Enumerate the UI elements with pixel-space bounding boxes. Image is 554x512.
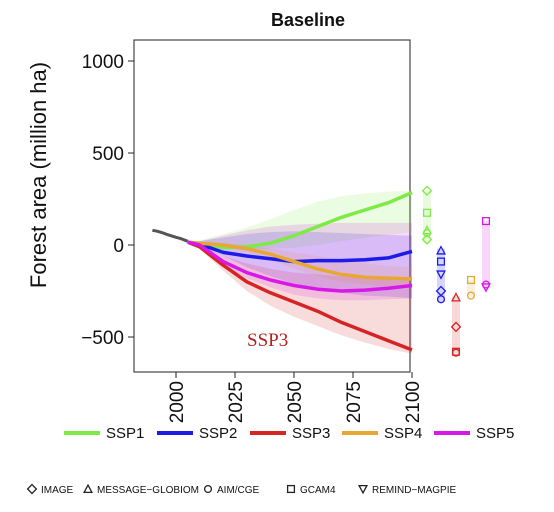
model-marker-square	[481, 217, 491, 226]
model-marker-triangle	[451, 292, 461, 302]
legend-label-ssp3: SSP3	[292, 425, 330, 442]
x-tick-label: 2075	[344, 381, 365, 423]
model-marker-triangle	[436, 245, 446, 255]
line-ssp3	[187, 240, 413, 352]
model-marker-triangle-down	[436, 270, 446, 280]
model-legend-label: IMAGE	[41, 485, 74, 496]
line-ssp1	[187, 190, 413, 250]
legend-symbol-diamond	[26, 483, 38, 495]
model-marker-triangle	[422, 225, 432, 235]
model-markers	[421, 185, 491, 357]
model-legend-label: GCAM4	[300, 485, 336, 496]
legend-symbol-square	[286, 484, 296, 494]
y-tick-label: 1000	[82, 52, 124, 73]
x-tick-label: 2000	[167, 381, 188, 423]
legend-label-ssp1: SSP1	[106, 425, 144, 442]
ssp3-annotation: SSP3	[247, 330, 288, 351]
model-marker-triangle-down	[481, 283, 491, 293]
x-tick-label: 2100	[403, 381, 424, 423]
model-marker-circle	[436, 295, 446, 304]
uncertainty-bands	[187, 190, 412, 354]
model-legend-label: AIM/CGE	[217, 485, 260, 496]
model-marker-square	[436, 257, 446, 266]
model-marker-square	[466, 275, 476, 285]
band-ssp1	[187, 190, 412, 250]
legend-label-ssp4: SSP4	[384, 425, 422, 442]
legend-symbol-triangle-down	[358, 484, 368, 495]
model-legend-label: REMIND−MAGPIE	[372, 485, 457, 496]
x-tick-label: 2050	[285, 381, 306, 423]
y-tick-label: 0	[113, 236, 124, 257]
line-ssp5	[187, 240, 413, 293]
y-tick-label: −500	[81, 328, 124, 349]
model-legend: IMAGE MESSAGE−GLOBIOM AIM/CGE GCAM4 REMIND−M…	[26, 483, 457, 496]
model-marker-diamond	[450, 321, 462, 333]
model-range-ssp4	[467, 279, 475, 297]
series-lines	[152, 190, 413, 352]
x-tick-label: 2025	[226, 381, 247, 423]
legend-symbol-triangle	[83, 483, 93, 494]
model-marker-diamond	[421, 234, 433, 245]
model-marker-diamond	[421, 185, 433, 197]
model-range-ssp5	[482, 221, 490, 289]
model-legend-label: MESSAGE−GLOBIOM	[97, 485, 199, 496]
model-range-ssp3	[452, 296, 460, 354]
model-range-ssp2	[437, 248, 445, 303]
plot-frame	[133, 39, 411, 373]
y-axis-ticks: 1000 500 0 −500	[81, 52, 134, 349]
model-marker-square	[422, 208, 432, 217]
chart-title: Baseline	[271, 10, 345, 30]
legend-label-ssp2: SSP2	[199, 425, 237, 442]
y-axis-label: Forest area (million ha)	[26, 62, 51, 288]
x-axis-ticks: 2000 2025 2050 2075 2100	[167, 372, 424, 423]
model-range-ssp1	[423, 190, 431, 244]
y-tick-label: 500	[92, 144, 124, 165]
model-marker-circle	[451, 348, 461, 357]
legend-label-ssp5: SSP5	[476, 425, 514, 442]
series-legend: SSP1 SSP2 SSP3 SSP4 SSP5	[64, 425, 514, 442]
history-line	[152, 228, 189, 243]
line-ssp4	[187, 240, 413, 281]
model-marker-circle	[466, 291, 476, 300]
legend-symbol-circle	[203, 484, 213, 494]
